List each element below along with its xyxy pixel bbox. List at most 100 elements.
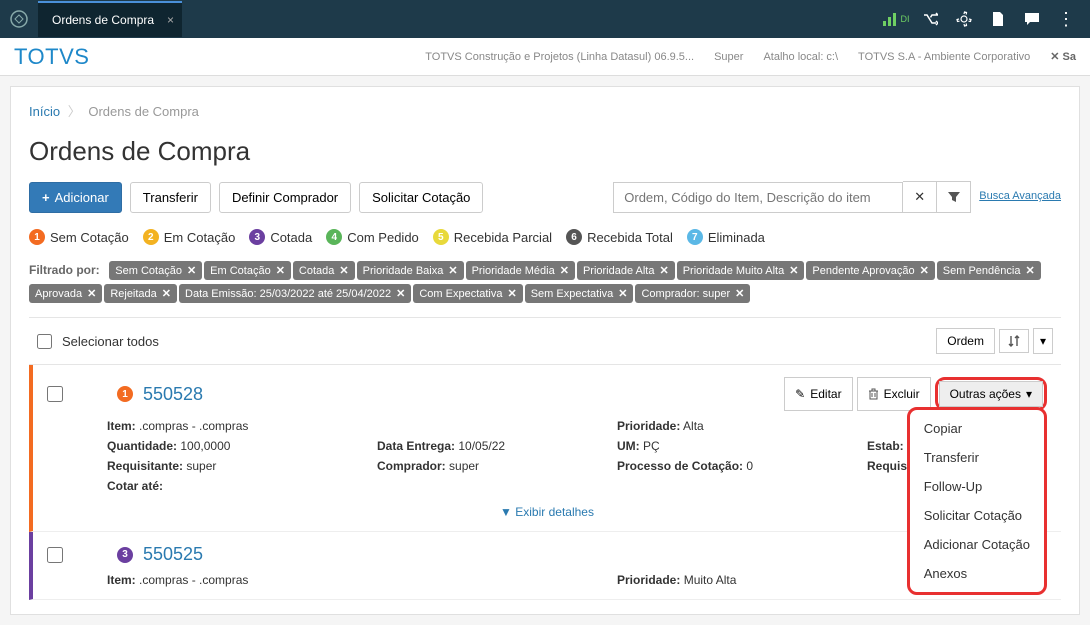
filter-chip[interactable]: Prioridade Muito Alta ✕ xyxy=(677,261,805,280)
priority-value: Alta xyxy=(683,419,704,433)
filter-chip[interactable]: Pendente Aprovação✕ xyxy=(806,261,934,280)
chip-remove-icon[interactable]: ✕ xyxy=(448,264,457,277)
chip-remove-icon[interactable]: ✕ xyxy=(659,264,668,277)
select-all-checkbox[interactable] xyxy=(37,334,52,349)
chip-remove-icon[interactable]: ✕ xyxy=(618,287,627,300)
filter-chip[interactable]: Com Expectativa✕ xyxy=(413,284,522,303)
dropdown-item[interactable]: Adicionar Cotação xyxy=(910,530,1044,559)
dropdown-item[interactable]: Transferir xyxy=(910,443,1044,472)
chip-remove-icon[interactable]: ✕ xyxy=(87,287,96,300)
filter-chip[interactable]: Sem Cotação ✕ xyxy=(109,261,202,280)
more-actions-menu: CopiarTransferirFollow-UpSolicitar Cotaç… xyxy=(907,407,1047,595)
filter-chip[interactable]: Prioridade Média ✕ xyxy=(466,261,575,280)
chip-remove-icon[interactable]: ✕ xyxy=(339,264,348,277)
legend-label: Recebida Parcial xyxy=(454,230,552,245)
search-clear-icon[interactable]: ✕ xyxy=(903,181,937,213)
chip-remove-icon[interactable]: ✕ xyxy=(276,264,285,277)
more-actions-button[interactable]: Outras ações ▾ xyxy=(939,381,1043,407)
expand-label: Exibir detalhes xyxy=(515,505,594,519)
filter-chip[interactable]: Rejeitada✕ xyxy=(104,284,177,303)
legend-label: Sem Cotação xyxy=(50,230,129,245)
document-icon[interactable] xyxy=(982,3,1014,35)
buyer-value: super xyxy=(449,459,479,473)
filter-chip[interactable]: Sem Expectativa✕ xyxy=(525,284,634,303)
process-label: Processo de Cotação: xyxy=(617,459,743,473)
filter-chip[interactable]: Data Emissão: 25/03/2022 até 25/04/2022 ✕ xyxy=(179,284,411,303)
chip-remove-icon[interactable]: ✕ xyxy=(508,287,517,300)
status-legend: 1Sem Cotação2Em Cotação3Cotada4Com Pedid… xyxy=(29,229,1061,245)
main-container: Início 〉 Ordens de Compra Ordens de Comp… xyxy=(10,86,1080,615)
gear-icon[interactable] xyxy=(948,3,980,35)
filter-chip[interactable]: Sem Pendência ✕ xyxy=(937,261,1041,280)
chip-remove-icon[interactable]: ✕ xyxy=(920,264,929,277)
chip-remove-icon[interactable]: ✕ xyxy=(560,264,569,277)
qty-label: Quantidade: xyxy=(107,439,177,453)
expand-details-link[interactable]: ▼ Exibir detalhes xyxy=(47,505,1047,519)
item-label: Item: xyxy=(107,419,136,433)
chip-label: Prioridade Baixa xyxy=(363,265,444,277)
active-tab[interactable]: Ordens de Compra × xyxy=(38,1,182,37)
add-button[interactable]: + Adicionar xyxy=(29,182,122,213)
legend-item: 6Recebida Total xyxy=(566,229,673,245)
define-buyer-button[interactable]: Definir Comprador xyxy=(219,182,351,213)
sort-direction-icon[interactable] xyxy=(999,329,1029,353)
dropdown-item[interactable]: Anexos xyxy=(910,559,1044,588)
tab-close-icon[interactable]: × xyxy=(167,13,174,27)
search-input[interactable] xyxy=(613,182,903,213)
navbar: TOTVS TOTVS Construção e Projetos (Linha… xyxy=(0,38,1090,76)
highlight-box: Outras ações ▾ xyxy=(935,377,1047,411)
breadcrumb-home[interactable]: Início xyxy=(29,104,60,119)
chip-remove-icon[interactable]: ✕ xyxy=(735,287,744,300)
sort-dropdown-icon[interactable]: ▾ xyxy=(1033,328,1053,354)
order-checkbox[interactable] xyxy=(47,386,63,402)
chip-label: Aprovada xyxy=(35,288,82,300)
legend-label: Eliminada xyxy=(708,230,765,245)
close-env-icon[interactable]: ✕ Sa xyxy=(1050,50,1076,63)
dropdown-item[interactable]: Solicitar Cotação xyxy=(910,501,1044,530)
chip-label: Prioridade Muito Alta xyxy=(683,265,785,277)
filter-chip[interactable]: Comprador: super✕ xyxy=(635,284,750,303)
chip-label: Data Emissão: 25/03/2022 até 25/04/2022 xyxy=(185,288,391,300)
filter-chip[interactable]: Em Cotação✕ xyxy=(204,261,291,280)
legend-badge: 3 xyxy=(249,229,265,245)
legend-badge: 4 xyxy=(326,229,342,245)
chip-label: Sem Cotação xyxy=(115,265,182,277)
edit-button[interactable]: ✎ Editar xyxy=(784,377,852,411)
priority-label: Prioridade: xyxy=(617,419,680,433)
request-quote-button[interactable]: Solicitar Cotação xyxy=(359,182,483,213)
more-icon[interactable]: ⋮ xyxy=(1050,3,1082,35)
shuffle-icon[interactable] xyxy=(914,3,946,35)
chip-remove-icon[interactable]: ✕ xyxy=(162,287,171,300)
filter-chip[interactable]: Prioridade Baixa ✕ xyxy=(357,261,464,280)
filter-icon[interactable] xyxy=(937,181,971,213)
chip-label: Prioridade Média xyxy=(472,265,555,277)
product-name: TOTVS Construção e Projetos (Linha Datas… xyxy=(425,51,694,63)
advanced-search-link[interactable]: Busca Avançada xyxy=(979,190,1061,203)
item-value: .compras - .compras xyxy=(139,573,248,587)
order-number-link[interactable]: 550525 xyxy=(143,544,203,565)
search-group: ✕ Busca Avançada xyxy=(613,181,1061,213)
breadcrumb: Início 〉 Ordens de Compra xyxy=(29,101,1061,120)
chat-icon[interactable] xyxy=(1016,3,1048,35)
filter-chip[interactable]: Aprovada ✕ xyxy=(29,284,102,303)
signal-icon[interactable]: DI xyxy=(880,3,912,35)
delete-button[interactable]: Excluir xyxy=(857,377,931,411)
dropdown-item[interactable]: Follow-Up xyxy=(910,472,1044,501)
sort-order-button[interactable]: Ordem xyxy=(936,328,995,354)
plus-icon: + xyxy=(42,190,50,205)
filter-chip[interactable]: Prioridade Alta✕ xyxy=(577,261,675,280)
chip-remove-icon[interactable]: ✕ xyxy=(396,287,405,300)
chip-remove-icon[interactable]: ✕ xyxy=(1025,264,1034,277)
transfer-button[interactable]: Transferir xyxy=(130,182,211,213)
chip-label: Sem Pendência xyxy=(943,265,1021,277)
chip-remove-icon[interactable]: ✕ xyxy=(187,264,196,277)
chip-remove-icon[interactable]: ✕ xyxy=(789,264,798,277)
legend-item: 3Cotada xyxy=(249,229,312,245)
chevron-down-icon: ▾ xyxy=(1026,387,1032,401)
filter-chip[interactable]: Cotada✕ xyxy=(293,261,355,280)
process-value: 0 xyxy=(746,459,753,473)
dropdown-item[interactable]: Copiar xyxy=(910,414,1044,443)
order-checkbox[interactable] xyxy=(47,547,63,563)
legend-label: Recebida Total xyxy=(587,230,673,245)
order-number-link[interactable]: 550528 xyxy=(143,384,203,405)
